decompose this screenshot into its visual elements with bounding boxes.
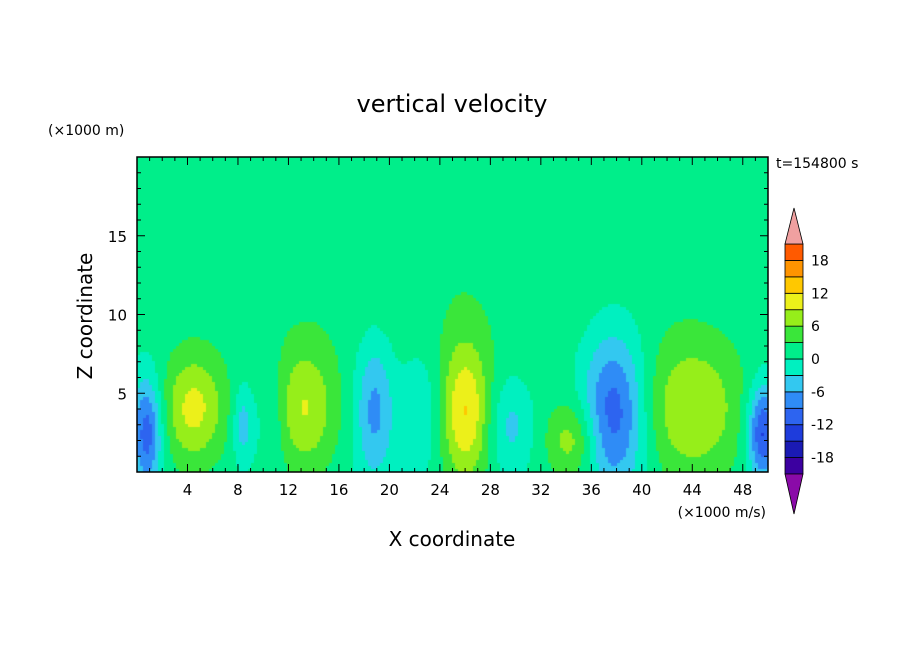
colorbar: 18 12 6 0 -6 -12 -18 — [784, 207, 834, 515]
x-axis-label: X coordinate — [389, 527, 516, 551]
contour-image — [137, 157, 768, 472]
colorbar-tick-label: 6 — [811, 319, 820, 335]
colorbar-band — [784, 292, 804, 311]
colorbar-band — [784, 440, 804, 458]
x-tick-label: 8 — [233, 481, 243, 499]
colorbar-band — [784, 375, 804, 393]
colorbar-band — [784, 276, 804, 294]
x-tick-label: 36 — [582, 481, 601, 499]
colorbar-tick-label: -18 — [811, 451, 834, 467]
colorbar-tick-label: -12 — [811, 418, 834, 434]
x-unit-label: (×1000 m/s) — [678, 505, 766, 521]
y-tick-label: 15 — [108, 228, 127, 246]
colorbar-tick-label: 18 — [811, 253, 829, 269]
y-tick-label: 5 — [117, 385, 127, 403]
x-tick-label: 40 — [632, 481, 651, 499]
x-tick-label: 24 — [430, 481, 449, 499]
contour-field — [137, 157, 768, 472]
colorbar-band — [784, 342, 804, 360]
colorbar-band — [784, 424, 804, 442]
colorbar-band — [784, 358, 804, 376]
y-unit-label: (×1000 m) — [48, 123, 124, 139]
colorbar-over-arrow — [784, 207, 804, 245]
colorbar-band — [784, 457, 804, 475]
colorbar-band — [784, 407, 804, 426]
x-tick-label: 4 — [183, 481, 193, 499]
x-tick-label: 32 — [531, 481, 550, 499]
colorbar-band — [784, 391, 804, 409]
colorbar-tick-label: 0 — [811, 352, 820, 368]
colorbar-tick-label: 12 — [811, 286, 829, 302]
x-tick-label: 48 — [733, 481, 752, 499]
y-axis-label: Z coordinate — [73, 253, 97, 380]
y-tick-label: 10 — [108, 307, 127, 325]
chart-title: vertical velocity — [357, 90, 548, 118]
time-label: t=154800 s — [776, 156, 858, 172]
colorbar-under-arrow — [784, 473, 804, 515]
colorbar-tick-label: -6 — [811, 385, 825, 401]
x-tick-label: 12 — [279, 481, 298, 499]
colorbar-band — [784, 325, 804, 343]
x-tick-label: 16 — [329, 481, 348, 499]
x-tick-label: 20 — [380, 481, 399, 499]
colorbar-band — [784, 309, 804, 327]
x-tick-label: 28 — [481, 481, 500, 499]
x-tick-label: 44 — [683, 481, 702, 499]
colorbar-band — [784, 243, 804, 261]
colorbar-band — [784, 260, 804, 278]
